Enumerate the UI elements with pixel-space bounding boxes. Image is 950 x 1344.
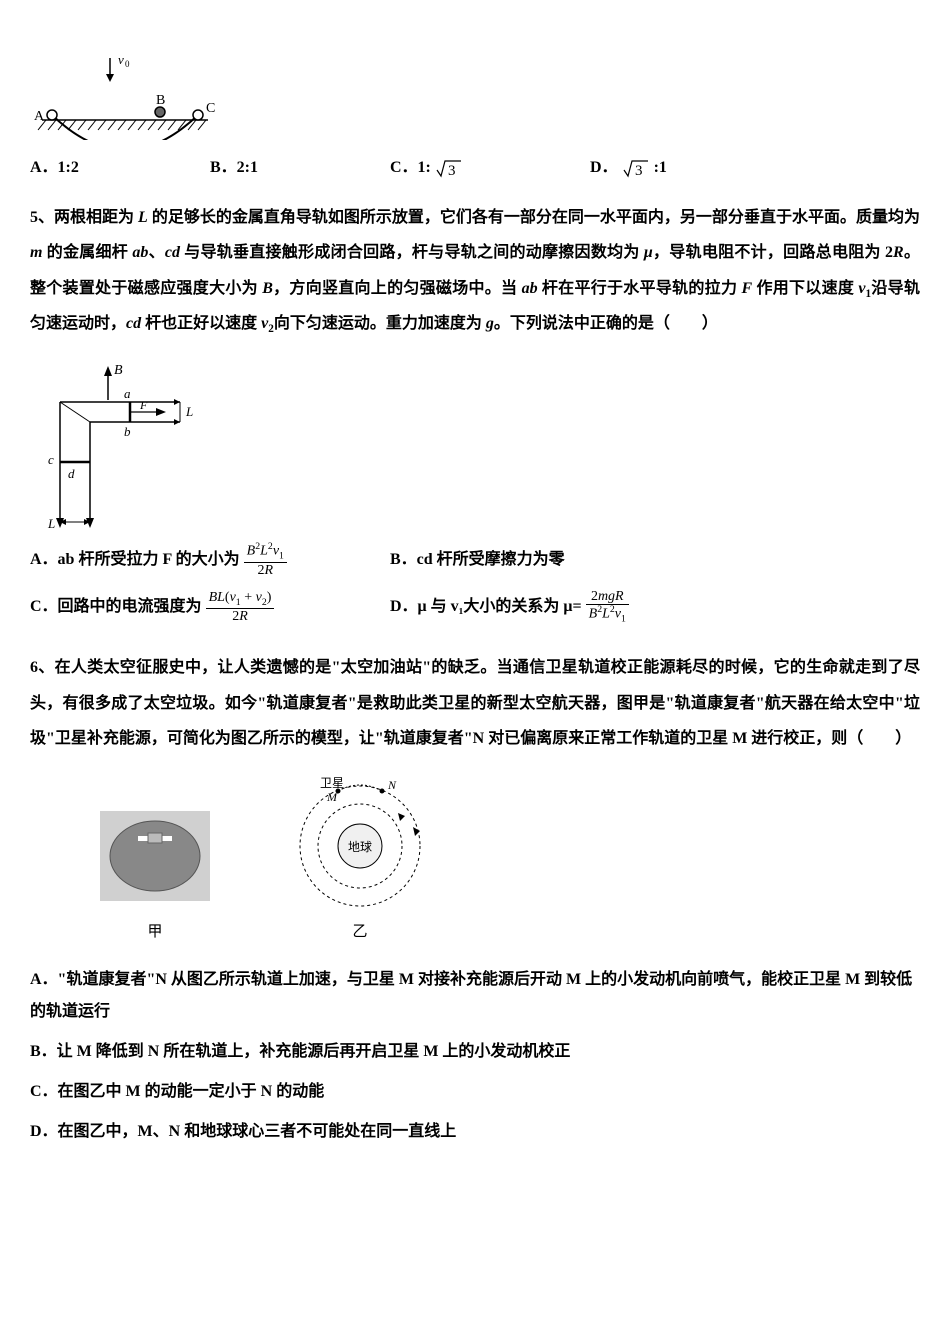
q6-opt-c: C．在图乙中 M 的动能一定小于 N 的动能 bbox=[30, 1076, 920, 1108]
q5-opt-c: C．回路中的电流强度为 BL(v1 + v2) 2R bbox=[30, 589, 390, 626]
q4-diagram: v 0 A B C bbox=[30, 50, 920, 140]
svg-text:0: 0 bbox=[125, 59, 130, 69]
q6-options: A．"轨道康复者"N 从图乙所示轨道上加速，与卫星 M 对接补充能源后开动 M … bbox=[30, 964, 920, 1148]
svg-text:3: 3 bbox=[635, 163, 643, 179]
q6-opt-a: A．"轨道康复者"N 从图乙所示轨道上加速，与卫星 M 对接补充能源后开动 M … bbox=[30, 964, 920, 1028]
q5-opt-a: A．ab 杆所受拉力 F 的大小为 B2L2v1 2R bbox=[30, 542, 390, 579]
q4-options: A．1:2 B．2:1 C．1: 3 D． 3 :1 bbox=[30, 150, 920, 185]
q6-fig-yi: 地球 卫星 M N 乙 bbox=[280, 771, 440, 949]
q4-opt-a: A．1:2 bbox=[30, 150, 210, 185]
q6-label-yi: 乙 bbox=[280, 916, 440, 949]
q5-d-prefix: D．μ 与 v₁大小的关系为 μ= bbox=[390, 598, 582, 615]
q4-opt-b: B．2:1 bbox=[210, 150, 390, 185]
svg-text:L: L bbox=[185, 404, 193, 419]
earth-label: 地球 bbox=[348, 840, 372, 854]
q4-opt-d: D． 3 :1 bbox=[590, 150, 790, 185]
q6-fig-jia: 甲 bbox=[90, 801, 220, 949]
svg-text:d: d bbox=[68, 466, 75, 481]
q5-diagram: B F a b c d L L bbox=[30, 352, 920, 532]
q6-figures: 甲 地球 卫星 M N 乙 bbox=[90, 771, 920, 949]
svg-text:3: 3 bbox=[448, 163, 456, 179]
svg-text:B: B bbox=[156, 93, 165, 108]
svg-text:v: v bbox=[118, 52, 124, 67]
q5-opt-d: D．μ 与 v₁大小的关系为 μ= 2mgR B2L2v1 bbox=[390, 589, 750, 626]
svg-text:a: a bbox=[124, 386, 131, 401]
q4-c-prefix: C．1: bbox=[390, 159, 431, 176]
svg-text:L: L bbox=[47, 516, 55, 531]
q4-d-prefix: D． bbox=[590, 159, 618, 176]
svg-text:B: B bbox=[114, 363, 123, 378]
q5-text: 5、两根相距为 L 的足够长的金属直角导轨如图所示放置，它们各有一部分在同一水平… bbox=[30, 200, 920, 342]
q5-options: A．ab 杆所受拉力 F 的大小为 B2L2v1 2R B．cd 杆所受摩擦力为… bbox=[30, 542, 920, 635]
svg-text:N: N bbox=[387, 778, 397, 792]
q4-opt-c: C．1: 3 bbox=[390, 150, 590, 185]
svg-text:c: c bbox=[48, 452, 54, 467]
q6-opt-d: D．在图乙中，M、N 和地球球心三者不可能处在同一直线上 bbox=[30, 1116, 920, 1148]
q6-label-jia: 甲 bbox=[90, 916, 220, 949]
svg-text:b: b bbox=[124, 424, 131, 439]
svg-text:F: F bbox=[139, 398, 148, 412]
svg-text:卫星: 卫星 bbox=[320, 776, 344, 790]
q5-c-prefix: C．回路中的电流强度为 bbox=[30, 598, 202, 615]
q5-opt-b: B．cd 杆所受摩擦力为零 bbox=[390, 542, 750, 579]
svg-text:C: C bbox=[206, 101, 215, 116]
q4-d-suffix: :1 bbox=[654, 159, 667, 176]
q6-text: 6、在人类太空征服史中，让人类遗憾的是"太空加油站"的缺乏。当通信卫星轨道校正能… bbox=[30, 650, 920, 756]
svg-text:A: A bbox=[34, 109, 45, 124]
q5-a-prefix: A．ab 杆所受拉力 F 的大小为 bbox=[30, 551, 240, 568]
svg-text:M: M bbox=[326, 790, 338, 804]
q6-opt-b: B．让 M 降低到 N 所在轨道上，补充能源后再开启卫星 M 上的小发动机校正 bbox=[30, 1036, 920, 1068]
